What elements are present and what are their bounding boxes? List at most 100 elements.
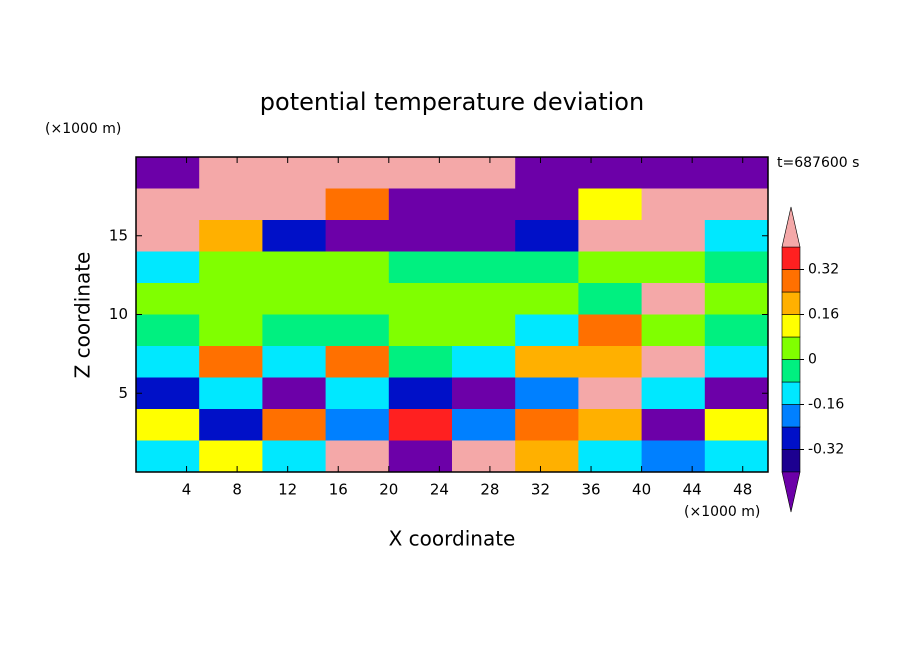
x-unit: (×1000 m) bbox=[684, 504, 760, 520]
contour-cell bbox=[262, 440, 327, 472]
contour-cell bbox=[704, 157, 768, 189]
contour-cell bbox=[388, 440, 453, 472]
contour-cell bbox=[136, 440, 200, 472]
contour-cell bbox=[452, 409, 516, 441]
colorbar-box bbox=[781, 426, 801, 450]
x-tick-label: 12 bbox=[278, 481, 297, 499]
contour-cell bbox=[325, 314, 390, 347]
x-tick-label: 32 bbox=[531, 481, 550, 499]
y-tick-label: 10 bbox=[109, 305, 128, 323]
field bbox=[136, 157, 768, 472]
contour-cell bbox=[515, 440, 579, 472]
contour-cell bbox=[704, 188, 768, 221]
contour-cell bbox=[262, 157, 327, 189]
contour-cell bbox=[262, 220, 327, 252]
contour-cell bbox=[262, 188, 327, 221]
contour-cell bbox=[388, 283, 453, 315]
contour-cell bbox=[452, 314, 516, 347]
contour-cell bbox=[641, 157, 706, 189]
contour-cell bbox=[515, 157, 579, 189]
x-tick-label: 8 bbox=[232, 481, 242, 499]
colorbar-high bbox=[781, 206, 801, 248]
contour-cell bbox=[704, 377, 768, 410]
y-tick-label: 15 bbox=[109, 226, 128, 244]
contour-cell bbox=[199, 157, 263, 189]
colorbar-box bbox=[781, 246, 801, 270]
contour-cell bbox=[199, 409, 263, 441]
contour-cell bbox=[515, 346, 579, 378]
contour-cell bbox=[641, 346, 706, 378]
contour-cell bbox=[388, 157, 453, 189]
contour-cell bbox=[325, 377, 390, 410]
colorbar-box bbox=[781, 381, 801, 405]
colorbar-box bbox=[781, 449, 801, 473]
contour-cell bbox=[136, 314, 200, 347]
contour-cell bbox=[452, 283, 516, 315]
colorbar-box bbox=[781, 404, 801, 428]
contour-cell bbox=[199, 220, 263, 252]
contour-cell bbox=[641, 440, 706, 472]
colorbar-box bbox=[781, 314, 801, 338]
colorbar-box bbox=[781, 336, 801, 360]
contour-cell bbox=[262, 377, 327, 410]
contour-cell bbox=[452, 220, 516, 252]
x-tick-label: 16 bbox=[329, 481, 348, 499]
contour-cell bbox=[578, 377, 643, 410]
x-tick-label: 24 bbox=[430, 481, 449, 499]
contour-cell bbox=[388, 314, 453, 347]
contour-cell bbox=[136, 251, 200, 284]
contour-cell bbox=[388, 377, 453, 410]
contour-cell bbox=[578, 251, 643, 284]
x-tick-label: 48 bbox=[733, 481, 752, 499]
contour-cell bbox=[388, 346, 453, 378]
contour-cell bbox=[578, 346, 643, 378]
time-label: t=687600 s bbox=[777, 155, 859, 171]
contour-cell bbox=[515, 188, 579, 221]
contour-cell bbox=[136, 377, 200, 410]
contour-cell bbox=[578, 440, 643, 472]
contour-cell bbox=[325, 440, 390, 472]
contour-cell bbox=[578, 314, 643, 347]
contour-cell bbox=[388, 251, 453, 284]
contour-cell bbox=[515, 377, 579, 410]
x-axis-label: X coordinate bbox=[389, 527, 516, 551]
contour-cell bbox=[388, 220, 453, 252]
contour-cell bbox=[704, 409, 768, 441]
colorbar-label: -0.16 bbox=[808, 397, 844, 413]
contour-cell bbox=[452, 440, 516, 472]
contour-cell bbox=[515, 283, 579, 315]
contour-cell bbox=[452, 188, 516, 221]
contour-cell bbox=[262, 409, 327, 441]
contour-cell bbox=[199, 440, 263, 472]
x-tick-label: 44 bbox=[683, 481, 702, 499]
colorbar-label: -0.32 bbox=[808, 442, 844, 458]
contour-cell bbox=[704, 440, 768, 472]
contour-cell bbox=[704, 251, 768, 284]
contour-cell bbox=[136, 283, 200, 315]
contour-cell bbox=[136, 409, 200, 441]
contour-cell bbox=[515, 251, 579, 284]
colorbar-box bbox=[781, 291, 801, 315]
contour-cell bbox=[136, 188, 200, 221]
contour-cell bbox=[704, 220, 768, 252]
contour-cell bbox=[578, 220, 643, 252]
y-unit: (×1000 m) bbox=[45, 121, 121, 137]
contour-cell bbox=[515, 220, 579, 252]
contour-cell bbox=[388, 409, 453, 441]
contour-cell bbox=[199, 314, 263, 347]
contour-cell bbox=[578, 157, 643, 189]
contour-cell bbox=[578, 409, 643, 441]
contour-cell bbox=[325, 409, 390, 441]
colorbar-low bbox=[781, 471, 801, 513]
colorbar-label: 0 bbox=[808, 352, 817, 368]
contour-cell bbox=[452, 346, 516, 378]
x-tick-label: 20 bbox=[379, 481, 398, 499]
colorbar-label: 0.16 bbox=[808, 307, 839, 323]
contour-cell bbox=[388, 188, 453, 221]
y-tick-label: 5 bbox=[118, 384, 128, 402]
colorbar-box bbox=[781, 269, 801, 293]
chart-title: potential temperature deviation bbox=[260, 88, 644, 116]
contour-cell bbox=[452, 377, 516, 410]
contour-cell bbox=[641, 251, 706, 284]
